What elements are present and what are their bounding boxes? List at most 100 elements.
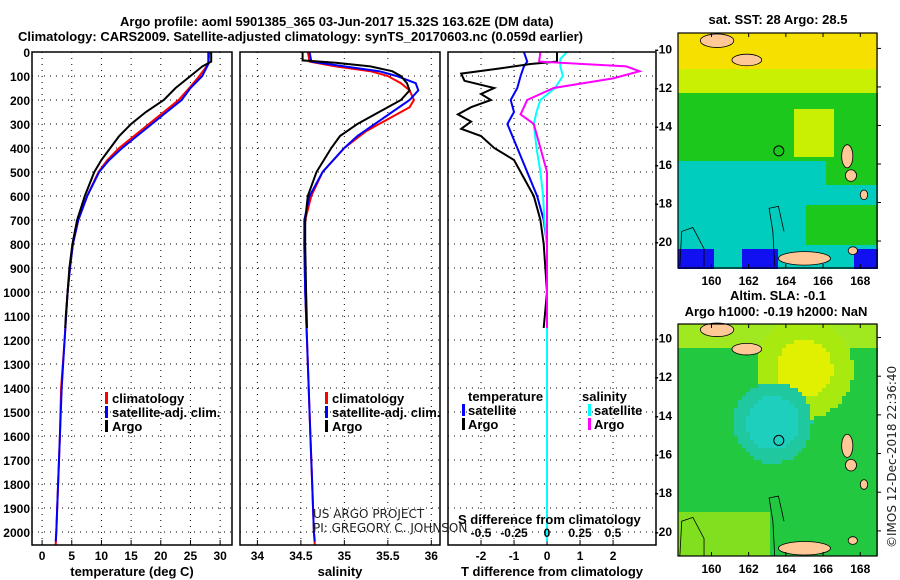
map-cell [858, 217, 862, 221]
map-cell [822, 229, 826, 233]
map-cell [774, 348, 778, 352]
map-cell [774, 408, 778, 412]
map-cell [758, 420, 762, 424]
map-cell [686, 129, 690, 133]
map-cell [842, 85, 846, 89]
map-cell [750, 229, 754, 233]
map-cell [806, 125, 810, 129]
map-cell [762, 169, 766, 173]
map-cell [794, 93, 798, 97]
map-cell [774, 49, 778, 53]
map-cell [834, 324, 838, 328]
map-cell [754, 93, 758, 97]
map-cell [778, 89, 782, 93]
map-cell [822, 444, 826, 448]
map-cell [794, 392, 798, 396]
map-cell [742, 460, 746, 464]
map-cell [790, 145, 794, 149]
map-cell [690, 137, 694, 141]
map-cell [810, 217, 814, 221]
map-cell [790, 157, 794, 161]
map-cell [810, 436, 814, 440]
map-cell [802, 456, 806, 460]
map-cell [874, 332, 878, 336]
map-cell [858, 101, 862, 105]
map-cell [746, 81, 750, 85]
map-cell [874, 225, 878, 229]
map-cell [714, 257, 718, 261]
map-cell [846, 93, 850, 97]
map-cell [846, 225, 850, 229]
map-cell [726, 233, 730, 237]
map-cell [694, 37, 698, 41]
map-cell [714, 73, 718, 77]
map-cell [766, 33, 770, 37]
map-cell [774, 364, 778, 368]
map-cell [814, 89, 818, 93]
map-cell [690, 340, 694, 344]
map-cell [870, 101, 874, 105]
map-cell [722, 412, 726, 416]
map-cell [758, 464, 762, 468]
map-cell [734, 372, 738, 376]
map-cell [694, 460, 698, 464]
map-cell [854, 388, 858, 392]
map-cell [738, 157, 742, 161]
map-cell [866, 384, 870, 388]
map-cell [738, 464, 742, 468]
map-cell [822, 448, 826, 452]
map-cell [778, 388, 782, 392]
map-cell [702, 388, 706, 392]
map-cell [770, 141, 774, 145]
map-cell [762, 69, 766, 73]
map-cell [714, 197, 718, 201]
map-cell [730, 53, 734, 57]
map-cell [718, 265, 722, 269]
map-cell [770, 61, 774, 65]
map-cell [814, 432, 818, 436]
map-cell [746, 157, 750, 161]
map-cell [866, 105, 870, 109]
map-cell [826, 149, 830, 153]
map-cell [770, 149, 774, 153]
map-cell [774, 117, 778, 121]
map-cell [706, 81, 710, 85]
map-cell [794, 133, 798, 137]
map-cell [850, 181, 854, 185]
map-cell [834, 65, 838, 69]
map-cell [798, 404, 802, 408]
map-cell [766, 420, 770, 424]
map-cell [754, 129, 758, 133]
map-cell [830, 105, 834, 109]
map-cell [706, 356, 710, 360]
map-cell [678, 416, 682, 420]
map-cell [798, 33, 802, 37]
map-cell [722, 340, 726, 344]
map-cell [762, 440, 766, 444]
map-cell [870, 328, 874, 332]
map-cell [870, 209, 874, 213]
map-cell [874, 61, 878, 65]
map-cell [846, 105, 850, 109]
map-cell [870, 41, 874, 45]
map-cell [678, 408, 682, 412]
map-cell [678, 356, 682, 360]
map-cell [758, 105, 762, 109]
map-cell [770, 121, 774, 125]
map-cell [782, 101, 786, 105]
map-cell [818, 241, 822, 245]
map-cell [874, 161, 878, 165]
map-cell [694, 189, 698, 193]
map-cell [682, 392, 686, 396]
map-cell [710, 185, 714, 189]
map-cell [750, 157, 754, 161]
map-cell [862, 245, 866, 249]
map-cell [790, 81, 794, 85]
map-cell [862, 428, 866, 432]
map-cell [850, 73, 854, 77]
map-cell [718, 137, 722, 141]
map-cell [718, 177, 722, 181]
map-cell [758, 157, 762, 161]
map-cell [866, 432, 870, 436]
map-cell [854, 53, 858, 57]
